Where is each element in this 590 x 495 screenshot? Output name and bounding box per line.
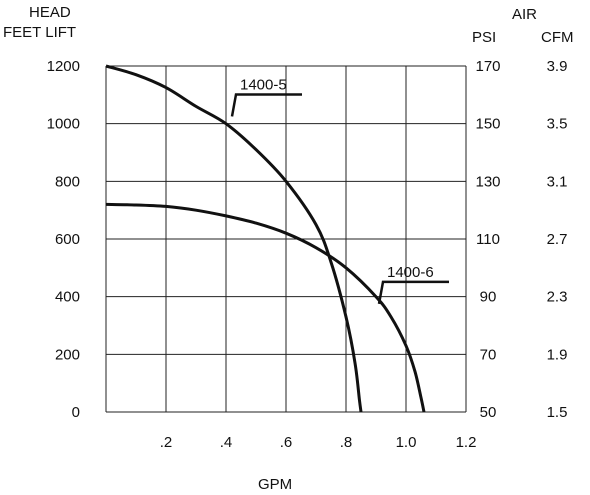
cfm-tick-label: 1.9	[547, 346, 568, 363]
y-axis-title-line-2: FEET LIFT	[3, 24, 77, 41]
x-axis-title: GPM	[258, 476, 293, 493]
psi-tick-label: 170	[475, 58, 500, 75]
x-tick-label: .4	[220, 434, 233, 451]
psi-tick-label: 110	[476, 231, 500, 248]
cfm-axis-label: CFM	[541, 29, 574, 46]
cfm-tick-label: 3.9	[547, 58, 568, 75]
psi-tick-label: 130	[475, 173, 500, 190]
psi-tick-label: 50	[480, 404, 497, 421]
series-line-1400-6	[105, 202, 426, 413]
right-axis-title: AIR	[512, 6, 538, 23]
x-tick-label: .6	[280, 434, 293, 451]
psi-tick-label: 90	[480, 289, 497, 306]
y-axis-title-line-1: HEAD	[29, 4, 71, 21]
y-tick-label: 800	[55, 173, 80, 190]
psi-axis-label: PSI	[472, 29, 497, 46]
series-label: 1400-5	[240, 76, 287, 93]
y-tick-label: 1000	[47, 116, 80, 133]
psi-tick-label: 70	[480, 346, 497, 363]
psi-tick-label: 150	[475, 116, 500, 133]
y-tick-label: 400	[55, 289, 80, 306]
y-tick-label: 1200	[47, 58, 80, 75]
series-line-1400-5	[105, 64, 363, 413]
cfm-tick-label: 3.1	[547, 173, 568, 190]
cfm-tick-label: 2.7	[547, 231, 568, 248]
cfm-tick-label: 3.5	[547, 116, 568, 133]
x-tick-label: 1.0	[396, 434, 417, 451]
series-callout-leader	[377, 280, 449, 305]
x-tick-label: .2	[160, 434, 173, 451]
x-tick-label: .8	[340, 434, 353, 451]
y-tick-label: 0	[72, 404, 80, 421]
cfm-tick-label: 1.5	[547, 404, 568, 421]
y-tick-label: 200	[55, 346, 80, 363]
y-tick-label: 600	[55, 231, 80, 248]
x-tick-label: 1.2	[456, 434, 477, 451]
series-callout-leader	[230, 93, 302, 117]
series-label: 1400-6	[387, 264, 434, 281]
cfm-tick-label: 2.3	[547, 289, 568, 306]
